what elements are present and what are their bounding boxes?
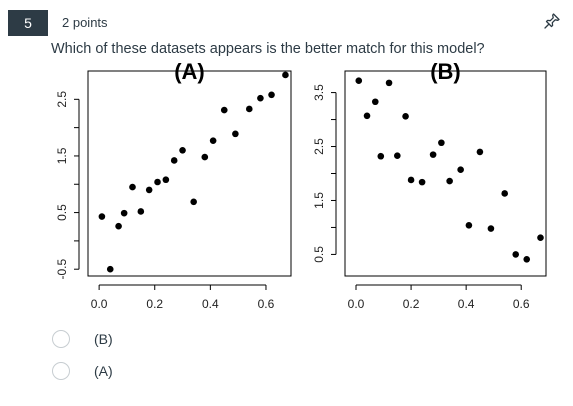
- data-point: [220, 106, 228, 114]
- data-point: [512, 251, 520, 258]
- data-point: [446, 177, 453, 185]
- data-point: [154, 178, 161, 186]
- data-point: [429, 151, 437, 158]
- data-point: [371, 98, 379, 106]
- data-point: [232, 130, 239, 138]
- y-tick-label: 2.5: [55, 91, 69, 108]
- y-tick-label: 3.5: [312, 84, 326, 101]
- x-tick-label: 0.0: [348, 297, 365, 311]
- plot-frame: [344, 70, 547, 277]
- x-tick-label: 0.6: [258, 297, 275, 311]
- y-tick-label: 1.5: [312, 192, 326, 209]
- data-point: [170, 157, 178, 164]
- data-point: [106, 265, 114, 273]
- data-point: [377, 152, 385, 160]
- x-tick-label: 0.2: [403, 297, 420, 311]
- y-tick-label: 0.5: [312, 246, 326, 263]
- choice-label: (A): [94, 363, 113, 379]
- data-point: [137, 208, 145, 215]
- data-point: [476, 148, 484, 156]
- data-point: [245, 105, 253, 113]
- plot-frame: [87, 70, 292, 277]
- chart-title: (A): [174, 59, 205, 84]
- y-tick-label: -0.5: [55, 259, 69, 280]
- y-tick-label: 0.5: [55, 204, 69, 221]
- data-point: [418, 178, 426, 186]
- data-point: [537, 234, 544, 241]
- data-point: [363, 112, 371, 120]
- data-point: [209, 137, 217, 144]
- chart-b: 0.0 0.2 0.4 0.6 0.5 1.5 2.5 3.5 (B): [312, 59, 547, 311]
- data-point: [465, 221, 473, 229]
- data-point: [355, 77, 363, 85]
- question-points: 2 points: [62, 15, 108, 30]
- radio-button[interactable]: [52, 362, 70, 380]
- data-point: [438, 139, 445, 147]
- data-point: [120, 209, 128, 217]
- x-tick-label: 0.0: [91, 297, 108, 311]
- data-point: [407, 176, 415, 184]
- choice-a[interactable]: (A): [52, 362, 113, 380]
- data-point: [98, 213, 106, 220]
- x-tick-label: 0.4: [202, 297, 219, 311]
- pin-icon[interactable]: [543, 12, 561, 30]
- y-tick-label: 1.5: [55, 147, 69, 164]
- data-point: [457, 166, 464, 174]
- data-point: [523, 255, 531, 263]
- data-point: [190, 198, 197, 206]
- x-tick-label: 0.2: [146, 297, 163, 311]
- y-tick-label: 2.5: [312, 138, 326, 155]
- data-point: [487, 225, 495, 232]
- data-point: [145, 186, 153, 194]
- data-point: [268, 91, 275, 99]
- data-point: [394, 152, 401, 159]
- data-point: [129, 183, 136, 191]
- question-number: 5: [8, 10, 48, 36]
- radio-button[interactable]: [52, 330, 70, 348]
- data-point: [402, 113, 409, 120]
- data-point: [501, 190, 508, 197]
- chart-title: (B): [430, 59, 461, 84]
- data-point: [257, 94, 264, 102]
- choice-label: (B): [94, 331, 113, 347]
- chart-a: 0.0 0.2 0.4 0.6 -0.5 0.5 1.5 2.5 (A): [55, 59, 292, 311]
- x-tick-label: 0.6: [513, 297, 530, 311]
- x-tick-label: 0.4: [458, 297, 475, 311]
- choice-b[interactable]: (B): [52, 330, 113, 348]
- question-prompt: Which of these datasets appears is the b…: [51, 41, 485, 57]
- data-point: [179, 146, 186, 154]
- data-point: [115, 222, 122, 230]
- data-point: [385, 79, 393, 87]
- data-point: [162, 176, 170, 184]
- data-point: [201, 153, 209, 161]
- data-point: [282, 71, 289, 79]
